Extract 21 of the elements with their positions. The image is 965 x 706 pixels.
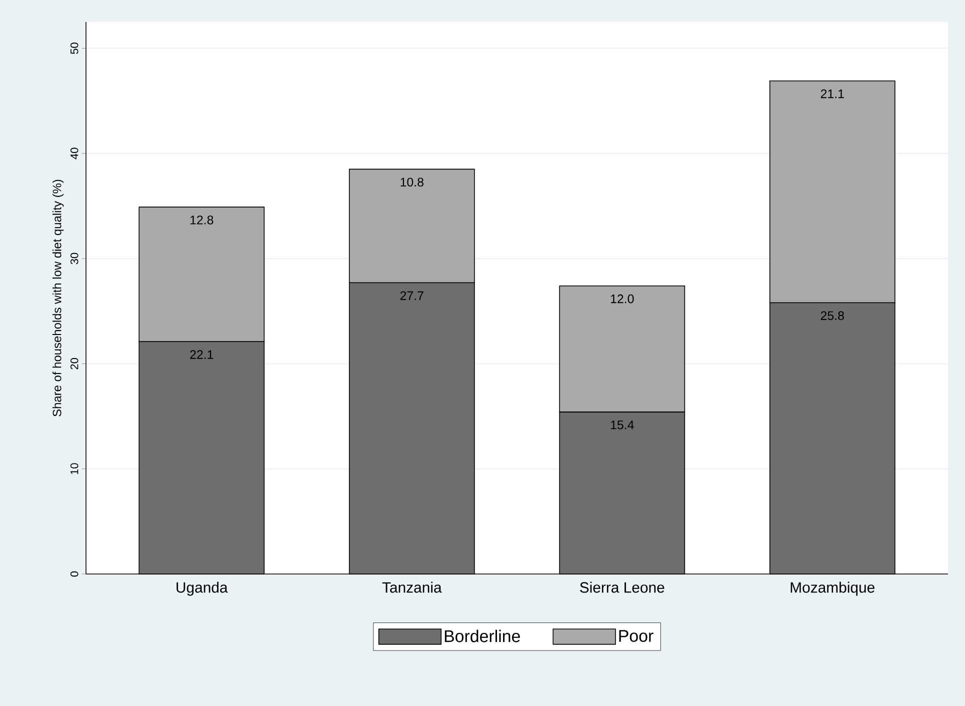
legend-label: Borderline: [444, 630, 520, 642]
data-label: 22.1: [190, 350, 214, 359]
data-label: 12.0: [610, 294, 634, 304]
y-tick-label: 20: [70, 358, 78, 370]
x-tick-label: Uganda: [176, 582, 228, 596]
x-tick-label: Sierra Leone: [580, 582, 664, 593]
x-tick-label: Tanzania: [382, 582, 442, 593]
y-tick-label: 30: [70, 252, 78, 264]
data-label: 15.4: [610, 420, 634, 430]
y-tick-label: 10: [70, 463, 78, 474]
data-label: 10.8: [400, 178, 424, 187]
y-axis-title: Share of households with low diet quality (%): [52, 180, 64, 416]
y-tick-label: 50: [70, 42, 78, 54]
data-label: 12.8: [190, 216, 214, 224]
y-tick-label: 40: [70, 148, 78, 160]
data-label: 25.8: [820, 311, 844, 320]
x-tick-label: Mozambique: [790, 582, 874, 596]
legend-label: Poor: [619, 630, 654, 642]
data-label: 21.1: [820, 89, 844, 98]
data-label: 27.7: [400, 291, 424, 300]
y-tick-label: 0: [70, 571, 78, 577]
